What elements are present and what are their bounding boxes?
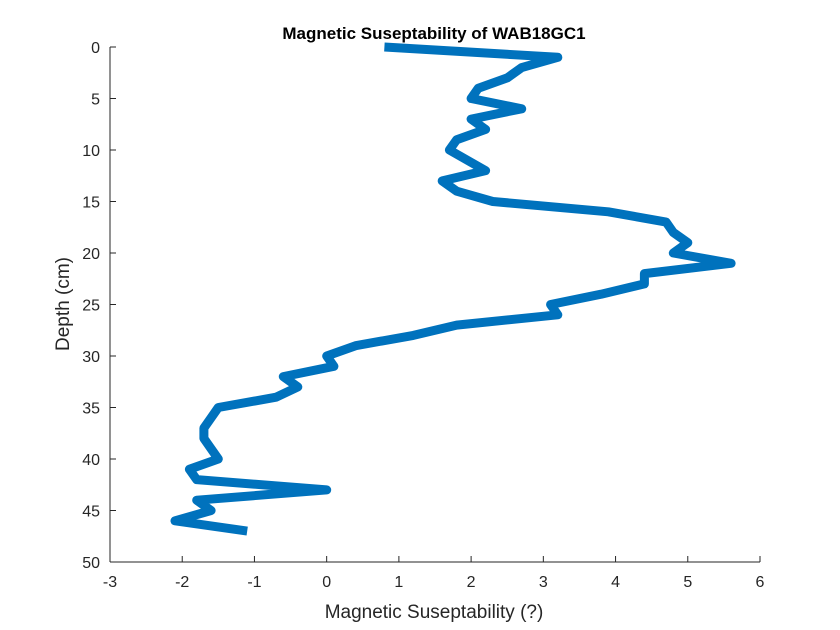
y-tick-label: 20	[82, 246, 100, 263]
x-tick-label: 3	[539, 574, 548, 591]
y-tick-label: 0	[91, 40, 100, 57]
y-tick-label: 50	[82, 555, 100, 572]
plot-area	[170, 42, 736, 536]
y-tick-label: 5	[91, 92, 100, 109]
x-tick-label: 0	[322, 574, 331, 591]
x-tick-label: 4	[611, 574, 620, 591]
y-tick-label: 15	[82, 195, 100, 212]
y-tick-label: 45	[82, 504, 100, 521]
x-axis-label: Magnetic Suseptability (?)	[325, 602, 544, 623]
x-tick-label: -3	[103, 574, 117, 591]
y-tick-label: 35	[82, 401, 100, 418]
series-line	[170, 42, 736, 536]
y-tick-label: 30	[82, 349, 100, 366]
y-tick-label: 40	[82, 452, 100, 469]
x-tick-label: 6	[756, 574, 765, 591]
chart-title: Magnetic Suseptability of WAB18GC1	[282, 24, 585, 43]
y-axis-label: Depth (cm)	[53, 257, 74, 351]
x-tick-label: 2	[467, 574, 476, 591]
y-tick-label: 10	[82, 143, 100, 160]
x-tick-label: -1	[247, 574, 261, 591]
x-tick-label: -2	[175, 574, 189, 591]
y-tick-label: 25	[82, 298, 100, 315]
x-axis-ticks: -3 -2 -1 0 1 2 3 4 5 6	[103, 556, 765, 591]
y-axis-ticks: 0 5 10 15 20 25 30 35 40 45 50	[82, 40, 116, 572]
x-tick-label: 1	[394, 574, 403, 591]
x-tick-label: 5	[683, 574, 692, 591]
